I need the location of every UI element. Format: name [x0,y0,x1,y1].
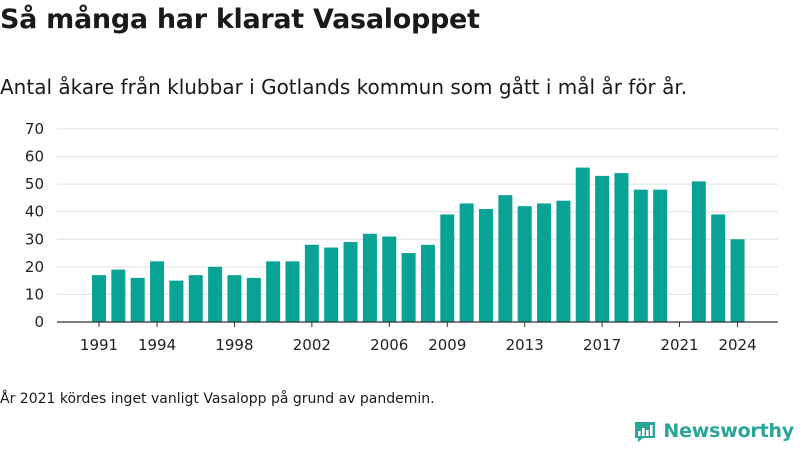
x-tick-label: 1998 [215,336,253,354]
bar [266,261,281,322]
bar [285,261,300,322]
x-tick-label: 2013 [506,336,544,354]
y-tick-label: 70 [25,120,44,138]
x-tick-label: 2006 [370,336,408,354]
brand-logo: Newsworthy [633,419,794,443]
bar [556,200,571,322]
bar [208,266,223,322]
x-tick-label: 2017 [583,336,621,354]
y-tick-label: 0 [34,313,44,331]
bar [246,277,261,322]
bar [92,275,106,322]
bar [362,233,377,322]
bar [343,242,358,322]
brand-name: Newsworthy [663,420,794,442]
y-tick-label: 10 [25,285,44,303]
x-tick-label: 2021 [660,336,698,354]
bar [382,236,397,322]
x-tick-label: 2002 [293,336,331,354]
bar [575,167,590,322]
bar [633,189,648,322]
bar [130,277,145,322]
bar [691,181,706,322]
bar-chart: 0 10 20 30 40 50 60 70 1991 1994 1998 2002 2006 2009 2… [25,120,778,354]
bar [420,244,435,322]
x-tick-label: 1994 [138,336,176,354]
bar [730,239,745,322]
y-tick-label: 20 [25,258,44,276]
bar [711,214,726,322]
bar [459,203,474,322]
bar [614,173,629,322]
bar [227,275,242,322]
chart-title: Så många har klarat Vasaloppet [0,4,480,35]
bar [653,189,668,322]
bar [440,214,455,322]
y-tick-label: 40 [25,203,44,221]
bar [595,175,610,322]
bar [111,269,126,322]
bar [498,195,513,322]
bar [401,253,416,322]
bar [169,280,184,322]
bar [188,275,203,322]
chart-subtitle: Antal åkare från klubbar i Gotlands komm… [0,75,688,99]
x-tick-label: 2009 [428,336,466,354]
bar [517,206,532,322]
x-tick-label: 1991 [80,336,118,354]
x-tick-label: 2024 [718,336,756,354]
bar [324,247,339,322]
newsworthy-logo-icon [635,422,656,442]
bar [537,203,552,322]
y-tick-label: 60 [25,148,44,166]
y-tick-label: 30 [25,230,44,248]
footnote: År 2021 kördes inget vanligt Vasalopp på… [0,391,435,407]
bar [304,244,319,322]
bar [479,208,493,322]
bar [150,261,165,322]
y-tick-label: 50 [25,175,44,193]
